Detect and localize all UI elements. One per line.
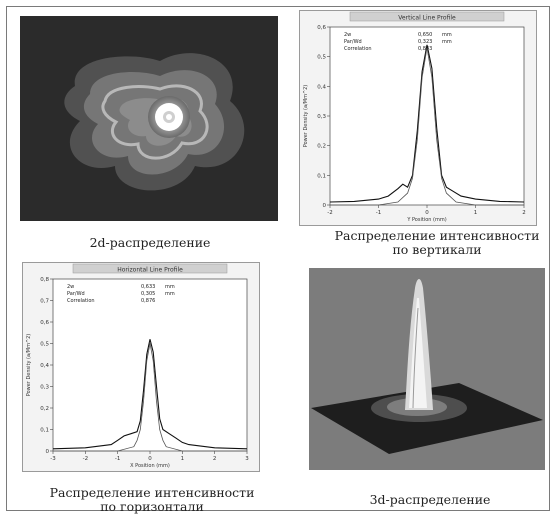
chart-title: Horizontal Line Profile (117, 267, 183, 274)
stat-value: 0,633 (141, 284, 155, 290)
series-line (52, 339, 248, 450)
x-tick-label: -2 (327, 210, 332, 216)
y-tick-label: 0 (46, 449, 50, 455)
chart-title-bar (72, 263, 228, 274)
stat-label: 2w (344, 32, 351, 38)
y-tick-label: 0,5 (40, 342, 49, 348)
series-line (329, 44, 525, 203)
caption-horizontal-line2: по горизонтали (100, 499, 204, 514)
x-tick-label: 0 (148, 456, 152, 462)
y-tick-label: 0,2 (317, 144, 326, 150)
horizontal-profile-chart: Horizontal Line Profile 0 0,1 0,2 0,3 0,4 0,5 0… (22, 262, 260, 472)
stat-unit: mm (442, 39, 452, 45)
series-line (330, 47, 524, 206)
x-tick-label: -1 (115, 456, 120, 462)
stat-unit: mm (165, 291, 175, 297)
y-tick-label: 0,8 (40, 277, 49, 283)
x-axis-label: X Position (mm) (130, 463, 170, 469)
x-tick-label: 1 (181, 456, 185, 462)
y-axis-label: Power Density (a/Mm^2) (303, 85, 309, 148)
y-tick-label: 0,6 (40, 320, 49, 326)
horizontal-profile-svg: Horizontal Line Profile 0 0,1 0,2 0,3 0,4 0,5 0… (26, 263, 249, 469)
x-tick-label: 1 (474, 210, 478, 216)
stat-unit: mm (442, 32, 452, 38)
y-tick-label: 0,2 (40, 406, 49, 412)
y-tick-label: 0,3 (40, 385, 49, 391)
caption-horizontal: Распределение интенсивности по горизонта… (34, 486, 270, 514)
x-tick-label: 2 (522, 210, 526, 216)
x-tick-label: 0 (425, 210, 429, 216)
y-tick-label: 0 (323, 203, 327, 209)
chart-title: Vertical Line Profile (398, 15, 456, 22)
stat-unit: mm (165, 284, 175, 290)
stat-label: Correlation (344, 46, 372, 52)
x-tick-label: 2 (213, 456, 217, 462)
x-tick-label: -2 (83, 456, 88, 462)
stat-value: 0,323 (418, 39, 432, 45)
x-tick-label: 3 (245, 456, 249, 462)
stat-value: 0,843 (418, 46, 432, 52)
y-tick-label: 0,1 (317, 173, 326, 179)
y-tick-label: 0,6 (317, 25, 326, 31)
stat-value: 0,305 (141, 291, 155, 297)
vertical-profile-svg: Vertical Line Profile 0 0,1 0,2 0,3 0,4 0,5 0,6… (303, 11, 526, 223)
y-tick-label: 0,1 (40, 428, 49, 434)
caption-vertical-line1: Распределение интенсивности (334, 228, 540, 243)
caption-heatmap: 2d-распределение (89, 235, 211, 250)
plot-area (52, 278, 248, 452)
surface-3d (309, 268, 545, 470)
caption-vertical: Распределение интенсивности по вертикали (320, 229, 554, 257)
series-line (53, 343, 247, 452)
x-axis-label: Y Position (mm) (406, 217, 446, 223)
y-tick-label: 0,7 (40, 299, 49, 305)
stat-label: Par/Wd (67, 291, 85, 297)
y-axis-label: Power Density (a/Mm^2) (26, 334, 32, 397)
caption-horizontal-line1: Распределение интенсивности (49, 485, 255, 500)
caption-surface: 3d-распределение (369, 492, 491, 507)
stat-value: 0,876 (141, 298, 155, 304)
y-tick-label: 0,4 (40, 363, 49, 369)
stat-value: 0,650 (418, 32, 432, 38)
x-tick-label: -1 (376, 210, 381, 216)
figure-frame (6, 6, 550, 511)
stat-label: Par/Wd (344, 39, 362, 45)
plot-area (329, 26, 525, 206)
heatmap-image (20, 16, 278, 221)
surface-image (309, 268, 545, 470)
x-tick-label: -3 (50, 456, 56, 462)
y-tick-label: 0,4 (317, 84, 326, 90)
caption-vertical-line2: по вертикали (392, 242, 482, 257)
y-tick-label: 0,3 (317, 114, 326, 120)
stat-label: 2w (67, 284, 74, 290)
stat-label: Correlation (67, 298, 95, 304)
vertical-profile-chart: Vertical Line Profile 0 0,1 0,2 0,3 0,4 0,5 0,6… (299, 10, 537, 226)
chart-title-bar (349, 11, 505, 22)
heatmap-2d (20, 16, 278, 221)
y-tick-label: 0,5 (317, 55, 326, 61)
